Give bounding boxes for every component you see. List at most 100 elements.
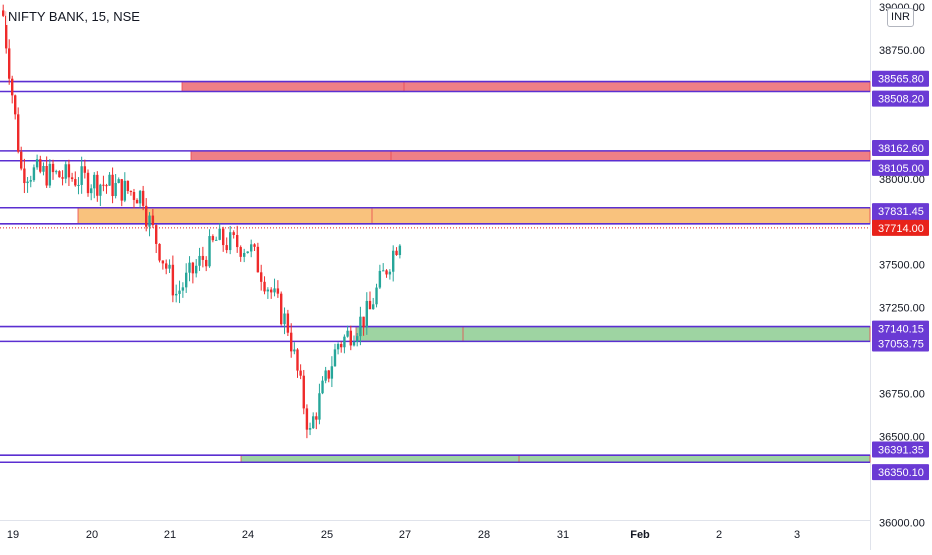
candle-body [105, 185, 108, 187]
time-axis-label: 25 [321, 529, 333, 541]
zone-orange-3 [77, 207, 871, 225]
candle-body [185, 272, 188, 288]
candle-body [225, 245, 228, 251]
candle-body [67, 164, 71, 178]
time-axis-label: 20 [86, 529, 98, 541]
candle-body [51, 163, 55, 173]
candle-body [108, 174, 111, 186]
candle-body [378, 270, 382, 288]
candle-body [74, 179, 77, 186]
candle-body [29, 180, 32, 182]
candle-body [340, 343, 343, 348]
last-price-label-bg [872, 219, 929, 236]
candle-body [83, 166, 87, 173]
candle-body [385, 270, 388, 275]
price-level-label-bg [872, 90, 929, 107]
time-axis-label: 31 [557, 529, 569, 541]
candle-body [99, 184, 102, 196]
chart-title: NIFTY BANK, 15, NSE [6, 8, 142, 25]
price-level-label-bg [872, 70, 929, 87]
candle-body [343, 336, 346, 348]
price-tick-label: 37500.00 [879, 260, 925, 272]
time-axis-label: 2 [716, 529, 722, 541]
candle-body [299, 370, 302, 376]
candle-body [151, 215, 155, 226]
time-axis-label: 27 [399, 529, 411, 541]
candle-body [39, 159, 42, 172]
candle-body [181, 287, 185, 291]
candle-body [48, 163, 52, 186]
candle-body [80, 166, 83, 185]
candle-body [250, 244, 253, 252]
candle-body [327, 370, 330, 379]
time-axis-label: Feb [630, 529, 650, 541]
candle-body [365, 300, 368, 328]
candle-body [375, 287, 378, 305]
candle-body [45, 165, 48, 186]
candle-body [398, 245, 402, 256]
candle-body [198, 255, 201, 266]
candle-body [135, 199, 139, 204]
price-tick-label: 38000.00 [879, 174, 925, 186]
zone-supply-2 [190, 150, 871, 162]
candle-body [201, 255, 205, 260]
price-level-label-bg [872, 335, 929, 352]
price-level-label-bg [872, 203, 929, 220]
candle-body [356, 336, 359, 342]
candle-body [222, 228, 225, 246]
price-level-label: 36391.35 [878, 445, 924, 457]
candle-body [90, 188, 93, 194]
candle-body [158, 243, 161, 261]
candle-body [324, 370, 327, 381]
candle-body [280, 293, 283, 325]
candle-body [312, 416, 315, 429]
candle-body [290, 332, 293, 352]
candle-body [352, 341, 356, 346]
candle-body [302, 375, 305, 409]
candle-body [362, 316, 365, 328]
candle-body [168, 264, 171, 269]
price-level-label-bg [872, 464, 929, 481]
candle-body [58, 171, 61, 178]
candle-body [35, 159, 39, 168]
candle-body [26, 181, 29, 184]
candle-body [20, 151, 23, 169]
candle-body [114, 182, 117, 197]
candle-body [126, 180, 130, 191]
price-level-label: 36350.10 [878, 467, 924, 479]
candle-body [8, 48, 11, 79]
candle-body [372, 304, 375, 310]
candle-body [253, 244, 256, 247]
candle-body [205, 259, 208, 267]
candle-body [138, 190, 142, 204]
price-tick-label: 37250.00 [879, 303, 925, 315]
price-level-label: 37140.15 [878, 324, 924, 336]
candle-body [395, 250, 398, 256]
candle-body [232, 232, 235, 236]
price-level-label-bg [872, 159, 929, 176]
candle-body [330, 366, 334, 379]
candle-body [175, 293, 178, 296]
currency-badge[interactable]: INR [887, 8, 914, 27]
candle-body [388, 271, 392, 275]
candle-body [77, 184, 80, 186]
candle-body [318, 393, 321, 420]
candle-body [11, 78, 14, 96]
candle-body [102, 184, 105, 186]
candle-body [296, 349, 299, 371]
candle-body [283, 313, 286, 325]
time-axis-label: 19 [7, 529, 19, 541]
price-tick-label: 36750.00 [879, 389, 925, 401]
candle-body [120, 179, 123, 201]
price-level-label-bg [872, 441, 929, 458]
candle-body [321, 380, 324, 394]
candle-body [141, 190, 145, 206]
candle-body [148, 215, 151, 227]
candle-body [236, 235, 239, 248]
candle-body [123, 180, 127, 201]
price-level-label: 37053.75 [878, 339, 924, 351]
candle-body [218, 228, 221, 240]
candle-body [171, 264, 175, 296]
